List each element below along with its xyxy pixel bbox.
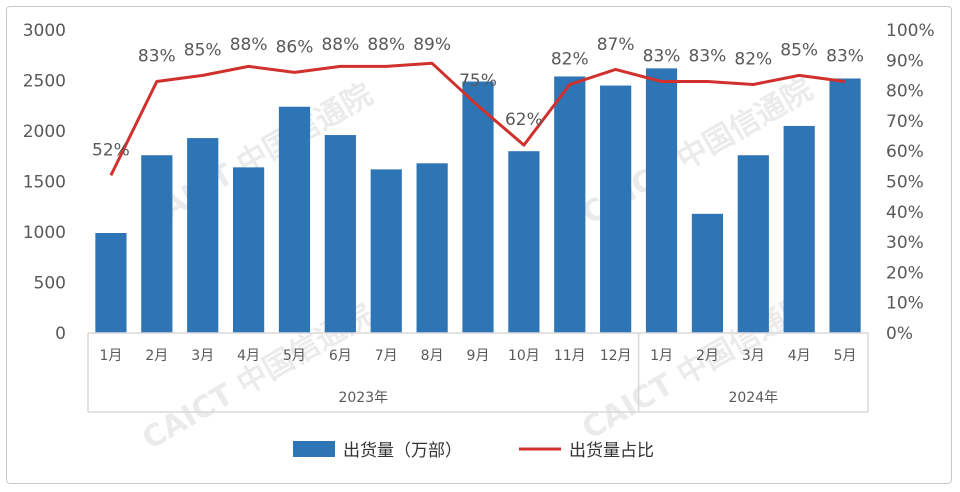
left-tick-label: 3000 bbox=[23, 21, 66, 41]
right-tick-label: 60% bbox=[886, 142, 924, 162]
right-tick-label: 100% bbox=[886, 21, 935, 41]
bar bbox=[141, 155, 173, 333]
bar bbox=[783, 125, 815, 333]
category-label: 11月 bbox=[554, 348, 586, 364]
bar bbox=[691, 213, 724, 333]
line-data-labels: 52% 83% 85% 88% 86% 88% 88% 89% 75% 62% 82% 87% 83% 8… bbox=[92, 35, 864, 160]
left-tick-label: 1000 bbox=[23, 223, 66, 243]
right-tick-label: 20% bbox=[886, 263, 924, 283]
year-label: 2023年 bbox=[338, 390, 388, 406]
right-tick-label: 0% bbox=[886, 324, 913, 344]
line-data-label: 75% bbox=[459, 71, 497, 91]
bar bbox=[95, 233, 127, 333]
ratio-line bbox=[109, 61, 846, 177]
category-label: 6月 bbox=[329, 348, 352, 364]
bar bbox=[187, 138, 219, 333]
bar bbox=[645, 68, 678, 333]
bar bbox=[370, 169, 402, 333]
left-tick-label: 2500 bbox=[23, 72, 66, 92]
legend-bar-swatch bbox=[293, 441, 335, 457]
left-tick-label: 1500 bbox=[23, 173, 66, 193]
line-data-label: 62% bbox=[505, 110, 543, 130]
line-data-label: 88% bbox=[230, 35, 268, 55]
category-label: 10月 bbox=[508, 348, 540, 364]
line-data-label: 83% bbox=[643, 47, 681, 67]
category-labels: 1月 2月 3月 4月 5月 6月 7月 8月 9月 10月 11月 12月 1月 2月 3月 4月 5月 bbox=[99, 348, 856, 364]
line-data-label: 83% bbox=[138, 47, 176, 67]
category-label: 1月 bbox=[650, 348, 673, 364]
category-label: 4月 bbox=[788, 348, 811, 364]
bar bbox=[508, 151, 540, 333]
line-data-label: 85% bbox=[184, 40, 222, 60]
bar bbox=[462, 81, 494, 333]
bar bbox=[737, 155, 769, 333]
line-data-label: 83% bbox=[826, 47, 864, 67]
line-data-label: 86% bbox=[276, 37, 314, 57]
right-tick-label: 10% bbox=[886, 294, 924, 314]
category-label: 2月 bbox=[696, 348, 719, 364]
category-label: 7月 bbox=[375, 348, 398, 364]
line-data-label: 88% bbox=[321, 35, 359, 55]
category-label: 12月 bbox=[600, 348, 632, 364]
left-tick-label: 500 bbox=[34, 274, 66, 294]
category-label: 2月 bbox=[145, 348, 168, 364]
category-label: 3月 bbox=[191, 348, 214, 364]
bar bbox=[232, 167, 265, 333]
bar bbox=[278, 106, 311, 333]
left-tick-label: 2000 bbox=[23, 122, 66, 142]
category-label: 1月 bbox=[99, 348, 122, 364]
line-data-label: 83% bbox=[689, 47, 727, 67]
bar bbox=[324, 135, 356, 333]
bar bbox=[829, 78, 861, 333]
line-data-label: 52% bbox=[92, 140, 130, 160]
left-axis-ticks: 0 500 1000 1500 2000 2500 3000 bbox=[23, 21, 66, 344]
right-axis-ticks: 0% 10% 20% 30% 40% 50% 60% 70% 80% 90% 100% bbox=[886, 21, 935, 344]
right-tick-label: 30% bbox=[886, 233, 924, 253]
left-tick-label: 0 bbox=[55, 324, 66, 344]
category-label: 9月 bbox=[467, 348, 490, 364]
year-labels: 2023年 2024年 bbox=[87, 333, 869, 413]
line-data-label: 82% bbox=[734, 50, 772, 70]
category-label: 5月 bbox=[283, 348, 306, 364]
line-data-label: 82% bbox=[551, 50, 589, 70]
category-label: 3月 bbox=[742, 348, 765, 364]
category-label: 5月 bbox=[834, 348, 857, 364]
right-tick-label: 80% bbox=[886, 82, 924, 102]
year-label: 2024年 bbox=[728, 390, 778, 406]
legend: 出货量（万部） 出货量占比 bbox=[293, 441, 654, 461]
bar-series bbox=[95, 68, 861, 334]
category-label: 8月 bbox=[421, 348, 444, 364]
legend-bar-label: 出货量（万部） bbox=[343, 441, 462, 461]
bar bbox=[600, 85, 632, 333]
legend-line-label: 出货量占比 bbox=[569, 441, 654, 461]
bar bbox=[554, 76, 586, 334]
line-data-label: 89% bbox=[413, 35, 451, 55]
line-data-label: 88% bbox=[367, 35, 405, 55]
category-label: 4月 bbox=[237, 348, 260, 364]
bar bbox=[416, 163, 448, 333]
line-data-label: 85% bbox=[780, 40, 818, 60]
right-tick-label: 90% bbox=[886, 51, 924, 71]
right-tick-label: 40% bbox=[886, 203, 924, 223]
line-data-label: 87% bbox=[597, 35, 635, 55]
right-tick-label: 50% bbox=[886, 173, 924, 193]
right-tick-label: 70% bbox=[886, 112, 924, 132]
